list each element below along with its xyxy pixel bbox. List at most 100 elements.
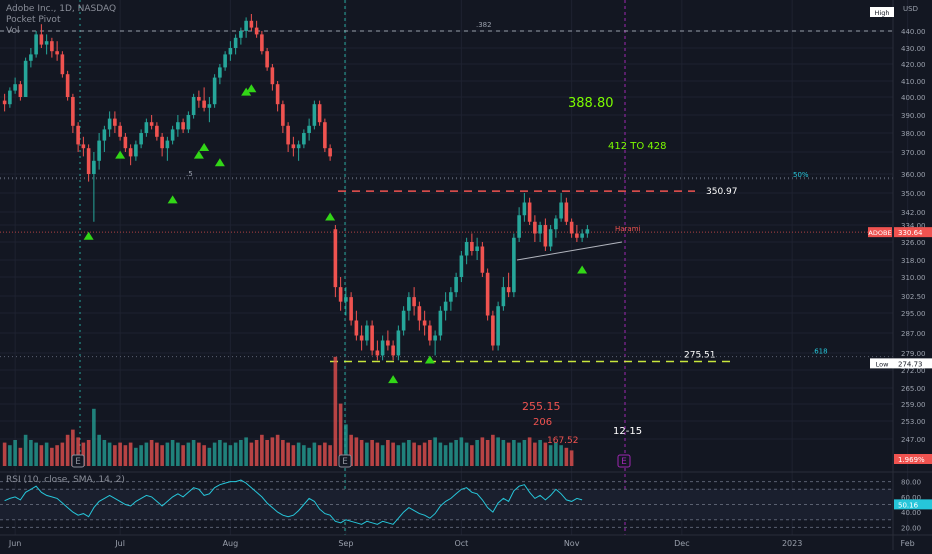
volume-bar (312, 442, 317, 466)
candle-body (533, 221, 537, 234)
candle-body (548, 229, 553, 247)
candle-body (317, 104, 322, 123)
level-label: .382 (476, 21, 492, 29)
price-badge-tag-text: High (875, 9, 890, 17)
candle-body (475, 246, 479, 251)
candle-body (170, 129, 175, 141)
x-tick-label: Nov (564, 539, 580, 548)
volume-bar (302, 445, 306, 466)
volume-bar (365, 442, 369, 466)
pocket-pivot-triangle (424, 355, 435, 364)
earnings-marker (71, 454, 85, 468)
candle-body (50, 41, 54, 52)
volume-bar (197, 442, 201, 466)
x-tick-label: Feb (901, 539, 915, 548)
candle-body (2, 100, 7, 105)
volume-bar (323, 442, 327, 466)
trend-line (516, 241, 623, 261)
candle-body (207, 104, 212, 108)
annotation-text: 12-15 (613, 426, 642, 437)
y-tick-label: 295.00 (901, 310, 926, 318)
candle-body (218, 67, 222, 78)
volume-bar (275, 434, 280, 466)
candle-body (71, 97, 75, 126)
candle-body (270, 67, 275, 85)
candle-body (275, 84, 280, 105)
volume-bar (102, 440, 107, 466)
volume-bar (564, 447, 569, 466)
candle-body (81, 144, 86, 149)
indicator-volume[interactable]: Vol (6, 26, 20, 36)
rsi-tick-label: 60.00 (901, 494, 921, 502)
volume-bar (13, 440, 17, 466)
candle-body (422, 320, 427, 326)
candle-body (344, 297, 348, 302)
candle-body (412, 297, 416, 307)
volume-bar (548, 445, 553, 466)
rsi-line (4, 479, 583, 525)
candlesticks (2, 14, 590, 361)
candle-body (181, 122, 185, 130)
y-tick-label: 310.00 (901, 274, 926, 282)
volume-bar (459, 437, 464, 466)
candle-body (312, 104, 317, 126)
volume-bar (485, 440, 490, 466)
volume-bar (480, 437, 485, 466)
price-badge (894, 454, 932, 464)
candle-body (107, 118, 112, 130)
candle-body (291, 144, 296, 149)
volume-bar (107, 442, 112, 466)
volume-bar (291, 445, 296, 466)
candle-body (527, 202, 532, 222)
currency-label: USD (903, 5, 918, 13)
level-label: 275.51 (684, 351, 716, 361)
volume-bar (554, 442, 558, 466)
volume-bar (76, 437, 80, 466)
annotations: 388.80 412 TO 428 Harami 255.15 206 167.52 12-… (522, 96, 667, 446)
volume-bar (8, 445, 12, 466)
volume-bar (475, 440, 479, 466)
volume-bar (443, 445, 448, 466)
volume-bar (202, 445, 206, 466)
y-tick-label: 272.00 (901, 367, 926, 375)
indicator-pocket-pivot[interactable]: Pocket Pivot (6, 15, 61, 25)
volume-bar (265, 440, 269, 466)
candle-body (464, 242, 469, 256)
rsi-legend[interactable]: RSI (10, close, SMA, 14, 2) (6, 475, 125, 485)
candle-body (449, 292, 453, 302)
volume-bar (65, 434, 70, 466)
y-tick-label: 279.00 (901, 350, 926, 358)
volume-bar (433, 437, 437, 466)
volume-bar (71, 429, 75, 466)
y-tick-label: 390.00 (901, 112, 926, 120)
candle-body (197, 97, 201, 101)
candle-body (338, 287, 343, 302)
volume-bar (118, 442, 122, 466)
candle-body (585, 229, 590, 234)
candle-body (239, 31, 243, 38)
volume-bar (354, 437, 359, 466)
candle-body (65, 74, 70, 97)
volume-bar (464, 442, 469, 466)
candle-body (554, 218, 558, 230)
rsi-pane (0, 471, 932, 528)
annotation-text: 167.52 (547, 436, 579, 446)
level-label: .618 (812, 348, 828, 356)
candle-body (212, 77, 217, 105)
candle-body (18, 84, 23, 97)
volume-bar (449, 442, 453, 466)
y-tick-label: 430.00 (901, 45, 926, 53)
volume-bar (307, 447, 311, 466)
candle-body (522, 202, 527, 216)
volume-bar (496, 437, 500, 466)
volume-bars (2, 356, 574, 466)
volume-bar (281, 440, 285, 466)
candle-body (512, 237, 516, 293)
y-tick-label: 318.00 (901, 257, 926, 265)
candle-body (228, 48, 233, 55)
candle-body (506, 287, 511, 293)
candle-body (470, 242, 474, 251)
symbol-line[interactable]: Adobe Inc., 1D, NASDAQ (6, 4, 117, 14)
candle-body (517, 215, 521, 238)
candle-body (254, 27, 259, 35)
